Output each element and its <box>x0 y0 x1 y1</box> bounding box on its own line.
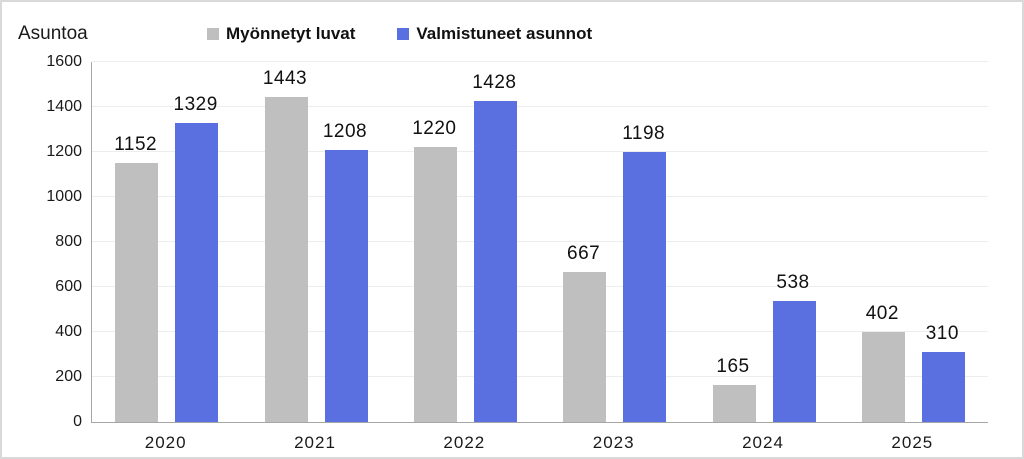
plot-area <box>91 61 988 423</box>
y-axis-tick-label: 1000 <box>46 188 82 205</box>
legend-label: Valmistuneet asunnot <box>416 24 593 43</box>
bar-value-label: 402 <box>865 303 899 324</box>
legend-item-1: Valmistuneet asunnot <box>397 24 592 44</box>
y-axis-unit-label: Asuntoa <box>18 23 88 44</box>
bar-2025-series-1 <box>921 352 965 422</box>
bar-value-label: 310 <box>925 323 959 344</box>
bar-value-label: 165 <box>716 356 750 377</box>
y-axis-tick-label: 200 <box>55 368 82 385</box>
gridline <box>92 151 988 152</box>
legend-swatch-icon <box>207 28 219 40</box>
bar-2025-series-0 <box>861 332 905 422</box>
y-axis-tick-label: 0 <box>73 413 82 430</box>
bar-value-label: 1220 <box>412 118 457 139</box>
y-axis-tick-label: 600 <box>55 278 82 295</box>
bar-value-label: 1329 <box>173 94 218 115</box>
x-axis-tick-label: 2024 <box>742 433 784 452</box>
bar-2022-series-0 <box>413 147 457 422</box>
bar-2024-series-0 <box>712 385 756 422</box>
y-axis-tick-label: 1400 <box>46 98 82 115</box>
gridline <box>92 376 988 377</box>
bar-value-label: 1198 <box>622 123 666 144</box>
bar-2024-series-1 <box>772 301 816 422</box>
gridline <box>92 331 988 332</box>
gridline <box>92 241 988 242</box>
bar-value-label: 667 <box>567 243 601 264</box>
bar-2021-series-0 <box>264 97 308 422</box>
bar-value-label: 1208 <box>322 121 368 142</box>
bar-value-label: 1443 <box>262 68 308 89</box>
legend-swatch-icon <box>397 28 410 40</box>
bar-2021-series-1 <box>324 150 368 422</box>
bar-2022-series-1 <box>473 101 517 422</box>
y-axis-tick-label: 1600 <box>46 53 82 70</box>
y-axis-tick-label: 400 <box>55 323 82 340</box>
y-axis-tick-label: 1200 <box>46 143 82 160</box>
bar-2020-series-0 <box>115 163 159 422</box>
bar-value-label: 1428 <box>472 72 517 93</box>
gridline <box>92 61 988 62</box>
gridline <box>92 196 988 197</box>
x-axis-tick-label: 2021 <box>294 433 336 452</box>
legend-label: Myönnetyt luvat <box>226 24 356 43</box>
x-axis-tick-label: 2022 <box>443 433 486 452</box>
x-axis-tick-label: 2025 <box>891 433 934 452</box>
bar-2020-series-1 <box>175 123 219 422</box>
bar-2023-series-1 <box>623 152 667 422</box>
legend-item-0: Myönnetyt luvat <box>207 24 355 44</box>
gridline <box>92 106 988 107</box>
chart-legend: Myönnetyt luvat Valmistuneet asunnot <box>207 24 592 44</box>
bar-2023-series-0 <box>563 272 607 422</box>
y-axis-tick-label: 800 <box>55 233 82 250</box>
gridline <box>92 286 988 287</box>
bar-value-label: 538 <box>776 272 810 293</box>
bar-value-label: 1152 <box>114 134 158 155</box>
x-axis-tick-label: 2020 <box>144 433 187 452</box>
x-axis-tick-label: 2023 <box>592 433 635 452</box>
